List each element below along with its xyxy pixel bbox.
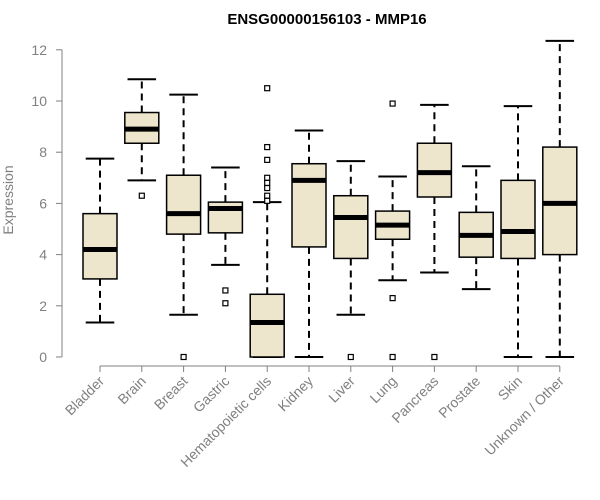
outlier-point	[264, 143, 271, 151]
outlier-point	[222, 300, 229, 307]
x-tick-label: Liver	[325, 373, 358, 406]
box-breast	[165, 93, 202, 361]
box-gastric	[207, 166, 244, 307]
y-tick-label: 8	[39, 144, 47, 160]
box-iqr	[416, 142, 453, 198]
box-iqr	[500, 179, 536, 260]
outlier-point	[264, 192, 271, 199]
outlier-point	[264, 174, 271, 181]
y-tick-label: 6	[39, 195, 47, 211]
outlier-point	[264, 85, 271, 92]
outlier-point	[264, 184, 271, 192]
y-axis-label: Expression	[0, 165, 16, 234]
y-tick-label: 2	[39, 298, 47, 314]
x-tick-label: Lung	[366, 373, 399, 406]
box-unknown-other	[542, 39, 578, 358]
box-liver	[333, 160, 369, 361]
y-tick-label: 10	[31, 93, 47, 109]
box-lung	[374, 100, 411, 361]
outlier-point	[264, 179, 271, 187]
box-iqr	[333, 194, 369, 260]
outlier-point	[389, 100, 396, 107]
box-iqr	[542, 146, 578, 256]
boxes	[82, 39, 578, 361]
outlier-point	[347, 353, 354, 361]
outlier-point	[138, 192, 145, 199]
box-bladder	[82, 157, 118, 324]
outlier-point	[264, 156, 271, 163]
box-iqr	[249, 293, 285, 358]
x-tick-label: Skin	[495, 373, 526, 404]
outlier-point	[222, 287, 229, 294]
box-skin	[500, 105, 536, 358]
box-iqr	[82, 212, 118, 280]
x-tick-label: Kidney	[275, 373, 317, 415]
chart-title: ENSG00000156103 - MMP16	[227, 11, 426, 28]
outlier-point	[389, 295, 396, 302]
box-iqr	[165, 174, 202, 235]
box-hematopoietic-cells	[249, 85, 285, 358]
outlier-point	[264, 197, 271, 204]
outlier-point	[431, 353, 438, 361]
x-tick-label: Prostate	[435, 373, 483, 421]
y-tick-label: 0	[39, 349, 47, 365]
x-tick-label: Bladder	[62, 373, 108, 419]
box-kidney	[291, 129, 327, 358]
y-tick-label: 12	[31, 42, 47, 58]
x-tick-label: Breast	[151, 373, 191, 413]
x-tick-label: Unknown / Other	[481, 373, 567, 459]
box-prostate	[458, 165, 494, 291]
y-tick-label: 4	[39, 247, 47, 263]
box-iqr	[291, 162, 327, 248]
x-tick-label: Brain	[114, 373, 148, 407]
outlier-point	[180, 353, 187, 361]
outlier-point	[389, 353, 396, 361]
box-brain	[124, 78, 160, 199]
box-pancreas	[416, 103, 453, 361]
